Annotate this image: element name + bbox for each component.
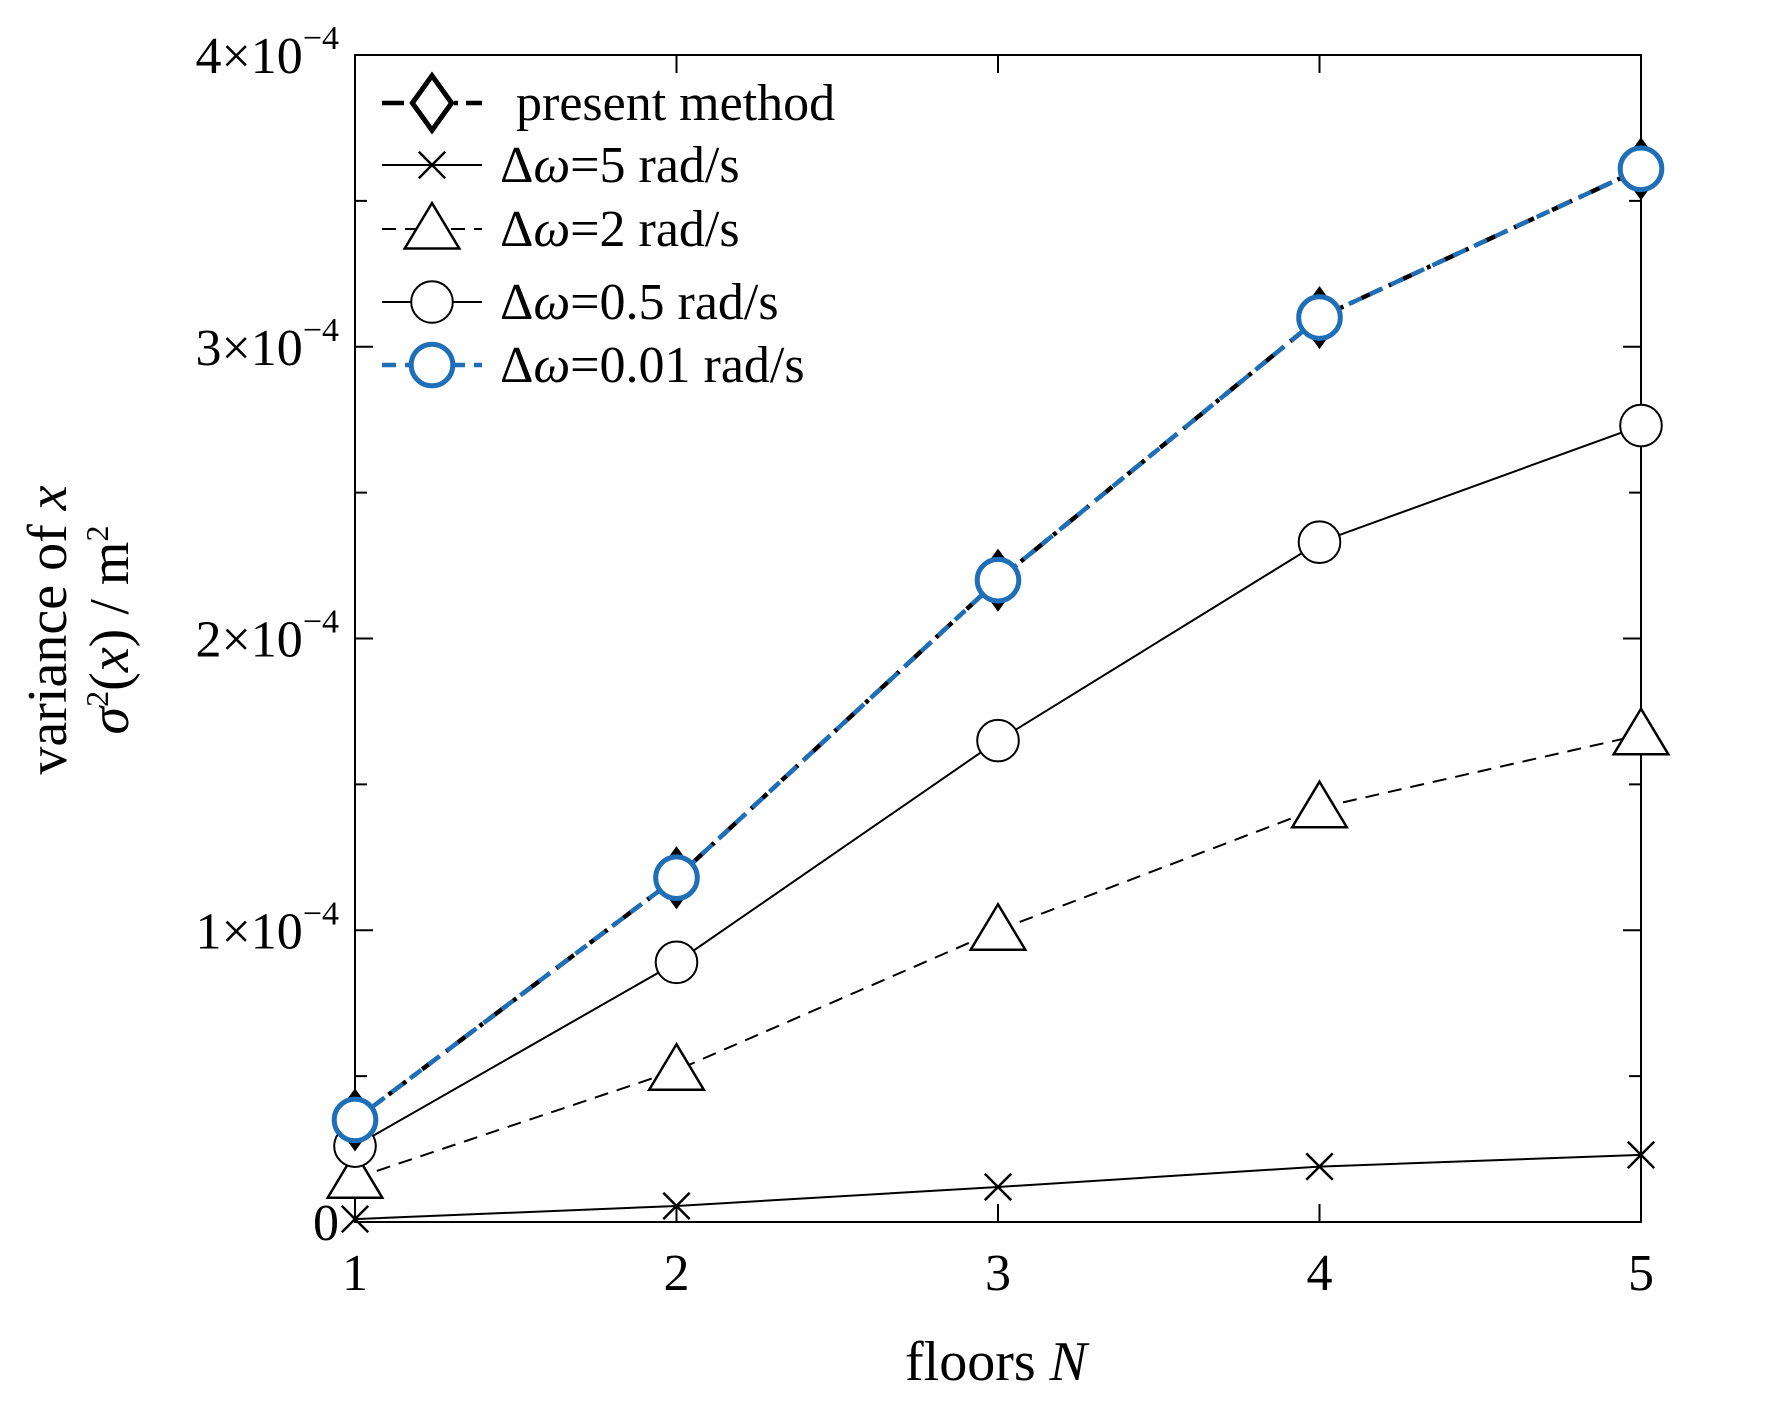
point-circle (653, 854, 700, 902)
point-x (662, 1191, 691, 1221)
point-circle (331, 1096, 379, 1144)
y-tick-label: 2×10−4 (195, 604, 339, 669)
point-triangle (968, 901, 1028, 951)
point-circle (1297, 520, 1342, 565)
legend-label: Δω=5 rad/s (500, 137, 740, 194)
series-line (354, 424, 1642, 1148)
point-circle (1617, 145, 1665, 193)
point-circle (1296, 294, 1343, 341)
point-x (1305, 1152, 1334, 1181)
x-tick-label: 1 (342, 1245, 368, 1302)
series-line (354, 733, 1642, 1180)
x-axis-title: floors N (905, 1331, 1090, 1393)
x-tick-label: 5 (1628, 1245, 1654, 1302)
x-tick-label: 3 (985, 1245, 1011, 1302)
y-axis-title-line1: variance of x (17, 485, 79, 774)
x-tick-label: 4 (1307, 1245, 1333, 1302)
y-axis: 0 1×10−4 2×10−4 3×10−4 4×10−4 (195, 20, 1641, 1252)
point-triangle (325, 1149, 385, 1199)
y-tick-label: 3×10−4 (195, 312, 339, 377)
series-3 (325, 706, 1671, 1199)
series-5 (331, 145, 1665, 1144)
x-tick-label: 2 (664, 1245, 690, 1302)
series-4 (333, 403, 1663, 1168)
point-circle (408, 341, 456, 389)
legend-item: Δω=0.01 rad/s (382, 337, 805, 394)
y-tick-label: 0 (313, 1195, 339, 1252)
legend-label: present method (516, 75, 835, 132)
legend-item: Δω=5 rad/s (382, 137, 740, 194)
point-triangle (646, 1041, 707, 1092)
legend-item: Δω=2 rad/s (382, 200, 740, 258)
point-triangle (1611, 706, 1671, 756)
legend-item: present method (382, 71, 835, 135)
point-x (1626, 1140, 1656, 1169)
legend-item: Δω=0.5 rad/s (382, 274, 779, 331)
series-2 (340, 1140, 1656, 1234)
y-axis-title-line2: σ2(x) / m2 (79, 526, 141, 735)
point-circle (976, 718, 1020, 763)
legend-label: Δω=0.5 rad/s (500, 274, 779, 331)
legend-label: Δω=2 rad/s (500, 201, 740, 258)
point-triangle (402, 200, 462, 250)
x-axis: 1 2 3 4 5 (342, 55, 1654, 1302)
point-triangle (1289, 779, 1350, 829)
point-x (417, 150, 447, 180)
point-circle (1619, 403, 1663, 448)
minor-ticks (355, 199, 1641, 1078)
y-tick-label: 1×10−4 (195, 895, 339, 960)
y-tick-label: 4×10−4 (195, 20, 339, 85)
point-circle (974, 556, 1022, 604)
series-layer (325, 137, 1671, 1234)
point-x (340, 1204, 370, 1234)
point-circle (654, 940, 699, 985)
legend-label: Δω=0.01 rad/s (500, 337, 805, 394)
point-diamond (409, 71, 455, 135)
point-circle (410, 280, 454, 324)
point-x (983, 1172, 1013, 1202)
